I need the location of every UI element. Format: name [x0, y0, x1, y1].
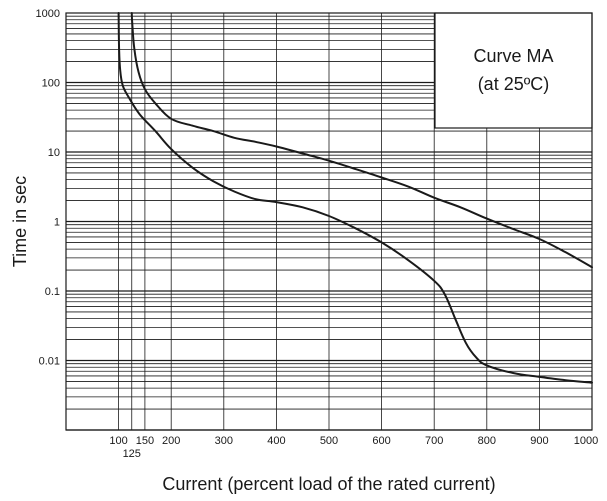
x-tick-label: 300 [215, 435, 233, 447]
x-tick-label: 400 [267, 435, 285, 447]
curve-line-1 [130, 12, 593, 269]
x-tick-label: 500 [320, 435, 338, 447]
y-tick-label: 1 [54, 217, 60, 229]
y-tick-label: 0.01 [39, 356, 60, 368]
x-tick-label: 800 [478, 435, 496, 447]
x-tick-label: 1000 [574, 435, 598, 447]
x-tick-label: 600 [372, 435, 390, 447]
x-axis-title: Current (percent load of the rated curre… [162, 474, 495, 494]
x-tick-label: 900 [530, 435, 548, 447]
y-tick-labels: 1000 100 10 1 0.1 0.01 [36, 8, 60, 368]
x-tick-label: 150 [136, 435, 154, 447]
y-tick-label: 100 [42, 78, 60, 90]
y-tick-label: 10 [48, 147, 60, 159]
plot-frame [65, 12, 593, 431]
curve-line-2 [117, 12, 593, 384]
curves [117, 12, 593, 384]
annotation-line-1: Curve MA [473, 46, 553, 66]
annotation-line-2: (at 25ºC) [478, 74, 550, 94]
x-tick-label: 700 [425, 435, 443, 447]
x-tick-label: 200 [162, 435, 180, 447]
x-tick-label: 125 [123, 448, 141, 460]
annotation-box [434, 12, 593, 129]
x-tick-label: 100 [109, 435, 127, 447]
y-tick-label: 0.1 [45, 286, 60, 298]
grid-lines [66, 13, 593, 431]
y-tick-label: 1000 [36, 8, 60, 20]
y-axis-title: Time in sec [10, 176, 30, 267]
